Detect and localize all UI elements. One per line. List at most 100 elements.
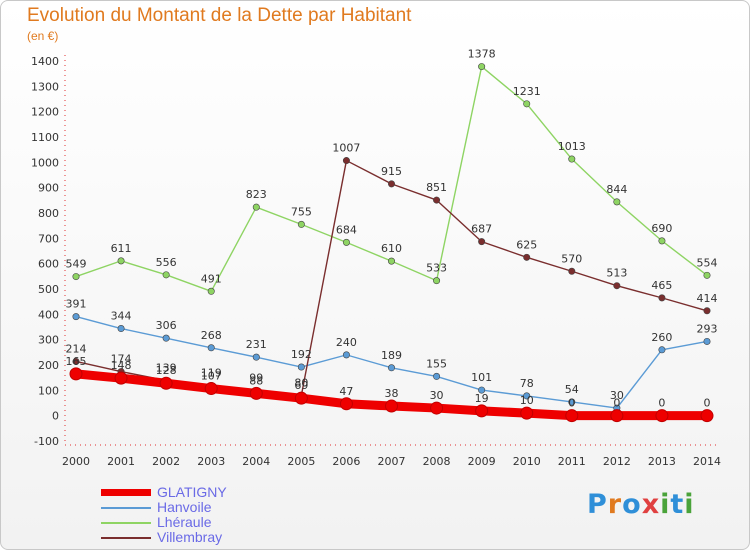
data-point	[117, 325, 125, 333]
data-point	[613, 282, 621, 290]
data-label: 148	[111, 359, 132, 372]
data-label: 1007	[332, 142, 360, 155]
data-label: 556	[156, 256, 177, 269]
data-label: 19	[475, 392, 489, 405]
y-tick-label: 300	[38, 334, 59, 347]
legend-label: Hanvoile	[157, 499, 212, 515]
data-point	[613, 198, 621, 206]
y-tick-label: 0	[52, 410, 59, 423]
logo-letter: r	[607, 489, 623, 520]
data-label: 465	[651, 279, 672, 292]
y-tick-label: 800	[38, 207, 59, 220]
data-label: 107	[201, 370, 222, 383]
data-point	[433, 372, 441, 380]
data-label: 69	[294, 379, 308, 392]
y-tick-label: 1400	[31, 55, 59, 68]
data-label: 128	[156, 364, 177, 377]
logo-letter: P	[587, 489, 608, 520]
x-tick-label: 2000	[62, 455, 90, 468]
data-point	[207, 287, 215, 295]
legend-item: Hanvoile	[101, 500, 227, 515]
logo-letter: t	[670, 489, 685, 520]
data-point	[658, 346, 666, 354]
data-label: 0	[568, 397, 575, 410]
data-point	[655, 409, 669, 423]
data-label: 549	[66, 258, 87, 271]
legend-swatch	[101, 521, 151, 524]
data-label: 755	[291, 205, 312, 218]
data-label: 851	[426, 181, 447, 194]
data-point	[430, 401, 444, 415]
x-tick-label: 2010	[513, 455, 541, 468]
data-point	[568, 155, 576, 163]
data-point	[385, 399, 398, 413]
x-tick-label: 2006	[332, 455, 360, 468]
data-label: 78	[520, 377, 534, 390]
data-point	[69, 367, 83, 381]
data-point	[568, 267, 576, 275]
x-tick-label: 2013	[648, 455, 676, 468]
data-label: 80	[294, 376, 308, 389]
x-tick-label: 2004	[242, 455, 270, 468]
x-tick-label: 2012	[603, 455, 631, 468]
legend-swatch	[101, 489, 151, 496]
data-label: 391	[66, 298, 87, 311]
data-label: 38	[385, 387, 399, 400]
data-point	[114, 371, 128, 385]
data-label: 88	[249, 374, 263, 387]
data-label: 192	[291, 348, 312, 361]
data-point	[159, 376, 173, 390]
data-point	[658, 294, 666, 302]
data-label: 293	[697, 322, 718, 335]
x-tick-label: 2011	[558, 455, 586, 468]
data-label: 189	[381, 349, 402, 362]
data-label: 240	[336, 336, 357, 349]
data-label: 99	[249, 372, 263, 385]
x-tick-label: 2009	[468, 455, 496, 468]
data-label: 570	[561, 252, 582, 265]
data-point	[72, 357, 80, 365]
data-point	[204, 382, 218, 396]
logo-letter: o	[622, 489, 642, 520]
data-label: 268	[201, 329, 222, 342]
data-point	[433, 196, 441, 204]
data-point	[252, 353, 260, 361]
data-point	[294, 391, 308, 405]
data-label: 0	[658, 397, 665, 410]
data-point	[387, 257, 395, 265]
data-label: 513	[606, 267, 627, 280]
data-label: 344	[111, 310, 132, 323]
legend-item: Lhéraule	[101, 515, 227, 530]
data-point	[565, 409, 579, 423]
data-point	[162, 334, 170, 342]
y-tick-label: 1100	[31, 131, 59, 144]
data-point	[117, 257, 125, 265]
y-tick-label: 600	[38, 258, 59, 271]
data-point	[568, 398, 576, 406]
data-point	[387, 180, 395, 188]
data-label: 155	[426, 357, 447, 370]
data-point	[252, 203, 260, 211]
data-label: 690	[651, 222, 672, 235]
data-point	[72, 273, 80, 281]
data-point	[162, 271, 170, 279]
data-point	[297, 363, 305, 371]
data-label: 30	[430, 389, 444, 402]
data-label: 47	[339, 385, 353, 398]
data-label: 491	[201, 272, 222, 285]
x-tick-label: 2005	[287, 455, 315, 468]
data-point	[523, 100, 531, 108]
chart-axes: -100010020030040050060070080090010001100…	[31, 55, 721, 468]
data-label: 306	[156, 319, 177, 332]
y-tick-label: 1000	[31, 156, 59, 169]
x-tick-label: 2003	[197, 455, 225, 468]
series-labels: 391 344 306 268 231 192 240 189 155 101 78 54 30 260 2…	[66, 48, 718, 410]
data-point	[478, 386, 486, 394]
data-label: 214	[66, 342, 87, 355]
chart-unit: (en €)	[27, 29, 59, 43]
data-label: 231	[246, 338, 267, 351]
data-label: 165	[66, 355, 87, 368]
data-point	[342, 157, 350, 165]
data-point	[703, 337, 711, 345]
y-tick-label: 200	[38, 359, 59, 372]
